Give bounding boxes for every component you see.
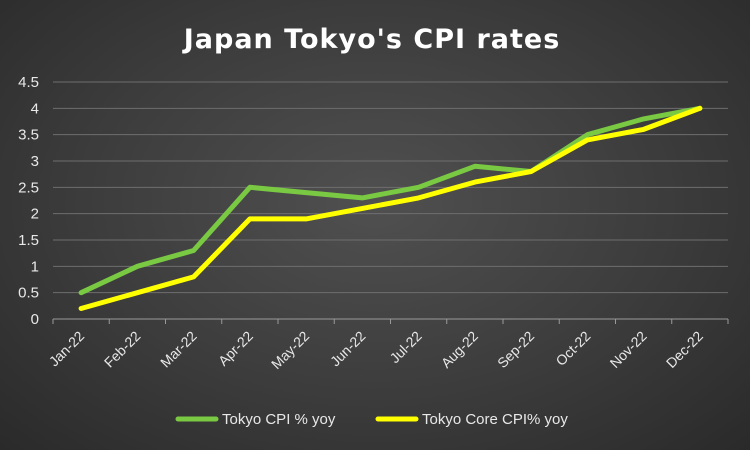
y-tick-label: 1 — [31, 258, 39, 275]
x-tick-label: Oct-22 — [552, 328, 593, 369]
x-tick-label: Jul-22 — [386, 328, 424, 366]
x-tick-label: Nov-22 — [607, 328, 650, 371]
y-tick-label: 4.5 — [18, 74, 39, 91]
x-tick-label: Mar-22 — [157, 328, 200, 371]
x-tick-label: Sep-22 — [494, 328, 537, 371]
chart-title: Japan Tokyo's CPI rates — [182, 24, 561, 55]
y-tick-label: 3.5 — [18, 127, 39, 144]
legend-label: Tokyo Core CPI% yoy — [422, 411, 568, 428]
x-tick-label: Apr-22 — [215, 328, 256, 369]
x-axis-ticks: Jan-22 Feb-22 Mar-22 Apr-22 May-22 Jun-22 Jul-… — [46, 319, 729, 372]
y-tick-label: 3 — [31, 153, 39, 170]
x-tick-label: Jun-22 — [327, 328, 369, 370]
x-tick-label: Dec-22 — [663, 328, 706, 371]
y-tick-label: 2 — [31, 206, 39, 223]
gridlines — [53, 81, 728, 320]
y-tick-label: 0 — [31, 311, 39, 328]
series-line-tokyo-cpi — [78, 105, 703, 296]
y-tick-label: 1.5 — [18, 232, 39, 249]
y-tick-label: 0.5 — [18, 285, 39, 302]
x-tick-label: Jan-22 — [46, 328, 88, 370]
legend: Tokyo CPI % yoy Tokyo Core CPI% yoy — [175, 411, 568, 428]
x-tick-label: May-22 — [268, 328, 312, 372]
y-axis-ticks: 0 0.5 1 1.5 2 2.5 3 3.5 4 4.5 — [18, 74, 39, 328]
x-tick-label: Feb-22 — [101, 328, 144, 371]
series-line-tokyo-core-cpi — [78, 105, 703, 311]
x-tick-label: Aug-22 — [438, 328, 481, 371]
series-lines — [78, 105, 703, 311]
y-tick-label: 2.5 — [18, 179, 39, 196]
legend-label: Tokyo CPI % yoy — [222, 411, 336, 428]
y-tick-label: 4 — [31, 100, 39, 117]
